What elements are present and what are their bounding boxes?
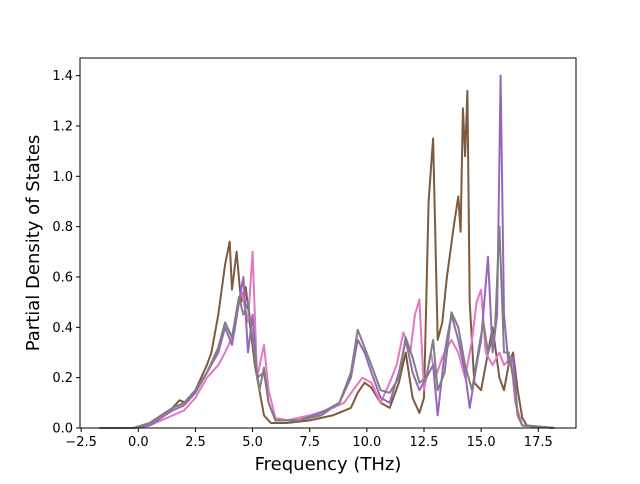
y-axis-ticks: 0.0 0.2 0.4 0.6 0.8 1.0 1.2 1.4	[52, 69, 80, 437]
y-tick-label: 0.4	[52, 321, 73, 336]
x-axis-label: Frequency (THz)	[255, 454, 402, 475]
x-tick-label: 0.0	[128, 435, 149, 450]
x-tick-label: −2.5	[65, 435, 97, 450]
y-tick-label: 0.0	[52, 422, 73, 437]
x-tick-label: 12.5	[410, 435, 439, 450]
x-tick-label: 10.0	[352, 435, 381, 450]
series-line-3	[99, 225, 555, 429]
x-tick-label: 2.5	[185, 435, 206, 450]
series-line-2	[99, 74, 555, 429]
series-line-1	[99, 250, 555, 429]
y-tick-label: 1.4	[52, 69, 73, 84]
series-line-0	[99, 89, 555, 429]
x-tick-label: 15.0	[467, 435, 496, 450]
x-tick-label: 17.5	[524, 435, 553, 450]
series-layer	[99, 74, 555, 429]
plot-area-frame	[79, 57, 577, 429]
y-tick-label: 0.6	[52, 270, 73, 285]
x-axis-ticks: −2.5 0.0 2.5 5.0 7.5 10.0 12.5 15.0 17.5	[65, 428, 553, 450]
y-tick-label: 0.2	[52, 371, 73, 386]
y-tick-label: 1.2	[52, 119, 73, 134]
y-tick-label: 1.0	[52, 170, 73, 185]
y-axis-label: Partial Density of States	[23, 135, 44, 352]
x-tick-label: 7.5	[299, 435, 320, 450]
x-tick-label: 5.0	[242, 435, 263, 450]
y-tick-label: 0.8	[52, 220, 73, 235]
